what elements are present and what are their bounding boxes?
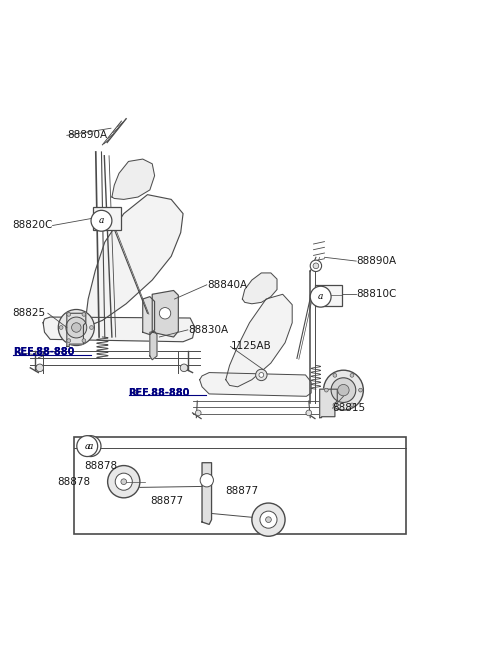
Circle shape xyxy=(333,403,337,407)
Polygon shape xyxy=(150,331,157,360)
Circle shape xyxy=(338,384,349,396)
Polygon shape xyxy=(202,462,212,525)
Bar xyxy=(315,285,342,306)
Circle shape xyxy=(72,323,81,332)
Circle shape xyxy=(67,339,71,343)
Polygon shape xyxy=(242,273,277,304)
Circle shape xyxy=(82,312,86,316)
Polygon shape xyxy=(43,317,195,342)
Circle shape xyxy=(82,339,86,343)
Circle shape xyxy=(306,410,312,416)
Circle shape xyxy=(256,369,267,381)
Circle shape xyxy=(265,517,271,523)
Text: 88815: 88815 xyxy=(333,403,366,413)
Circle shape xyxy=(200,474,214,487)
Circle shape xyxy=(313,263,319,269)
Polygon shape xyxy=(320,389,337,418)
Circle shape xyxy=(115,473,132,490)
Text: a: a xyxy=(99,216,104,225)
Circle shape xyxy=(101,215,108,222)
Circle shape xyxy=(195,410,201,416)
Circle shape xyxy=(324,388,328,392)
Bar xyxy=(93,208,121,231)
Circle shape xyxy=(324,370,363,410)
Text: a: a xyxy=(88,441,93,451)
Circle shape xyxy=(67,312,71,316)
Text: 88878: 88878 xyxy=(57,477,90,487)
Text: REF.88-880: REF.88-880 xyxy=(129,388,190,398)
Circle shape xyxy=(350,373,354,377)
Text: a: a xyxy=(318,292,324,301)
Circle shape xyxy=(97,211,112,226)
Circle shape xyxy=(159,308,171,319)
Circle shape xyxy=(80,436,101,457)
Circle shape xyxy=(90,326,94,329)
Text: 88877: 88877 xyxy=(150,496,183,506)
Circle shape xyxy=(333,373,337,377)
Circle shape xyxy=(259,373,264,377)
Polygon shape xyxy=(152,291,179,337)
Polygon shape xyxy=(112,159,155,199)
Circle shape xyxy=(260,511,277,528)
Circle shape xyxy=(108,466,140,498)
Text: 88820C: 88820C xyxy=(12,221,53,231)
Text: 1125AB: 1125AB xyxy=(230,341,271,352)
Circle shape xyxy=(66,317,87,338)
Circle shape xyxy=(77,436,97,457)
Circle shape xyxy=(36,364,44,371)
Circle shape xyxy=(121,479,127,485)
Circle shape xyxy=(180,364,188,371)
Circle shape xyxy=(310,260,322,272)
Text: 88890A: 88890A xyxy=(67,130,107,140)
Circle shape xyxy=(252,503,285,536)
Polygon shape xyxy=(86,195,183,325)
Text: 88810C: 88810C xyxy=(356,290,396,299)
Polygon shape xyxy=(200,373,311,396)
Text: 88840A: 88840A xyxy=(207,280,247,290)
Polygon shape xyxy=(226,294,292,387)
Bar xyxy=(97,213,107,227)
Text: 88890A: 88890A xyxy=(356,256,396,266)
Text: REF.88-880: REF.88-880 xyxy=(129,388,190,398)
Text: 88878: 88878 xyxy=(84,461,118,471)
Polygon shape xyxy=(67,313,86,346)
Text: 88877: 88877 xyxy=(225,486,258,496)
Text: a: a xyxy=(84,441,90,451)
Circle shape xyxy=(310,286,331,307)
Circle shape xyxy=(331,378,356,402)
Text: REF.88-880: REF.88-880 xyxy=(13,347,74,357)
Circle shape xyxy=(58,309,95,346)
Text: REF.88-880: REF.88-880 xyxy=(13,347,74,357)
Text: 88825: 88825 xyxy=(12,309,46,318)
Text: 88830A: 88830A xyxy=(188,325,228,335)
Circle shape xyxy=(359,388,362,392)
Circle shape xyxy=(59,326,63,329)
Bar xyxy=(74,437,406,534)
Circle shape xyxy=(350,403,354,407)
Polygon shape xyxy=(143,297,155,335)
Circle shape xyxy=(91,210,112,231)
